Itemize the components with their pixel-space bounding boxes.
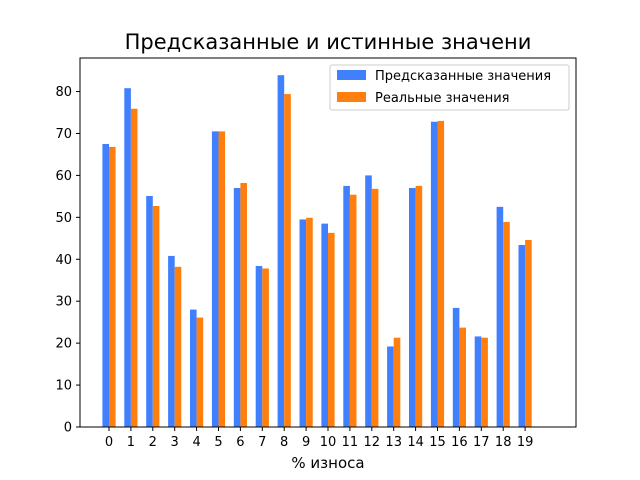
bar-predicted-14: [409, 187, 416, 427]
bar-actual-4: [196, 317, 204, 427]
x-tick-label: 2: [149, 435, 157, 450]
x-tick-label: 10: [320, 435, 337, 450]
x-tick-label: 19: [517, 435, 534, 450]
x-tick-label: 16: [451, 435, 468, 450]
y-tick-label: 60: [55, 169, 72, 184]
bar-actual-16: [459, 327, 466, 427]
legend-swatch-actual: [337, 92, 366, 102]
bar-actual-6: [240, 182, 247, 427]
bar-actual-2: [152, 206, 160, 427]
bar-actual-7: [262, 268, 269, 427]
x-tick-label: 6: [236, 435, 244, 450]
bar-predicted-7: [255, 265, 263, 427]
bar-predicted-10: [321, 223, 328, 427]
x-tick-label: 18: [495, 435, 512, 450]
bar-actual-3: [174, 266, 182, 427]
x-tick-label: 0: [105, 435, 113, 450]
x-tick-label: 4: [192, 435, 200, 450]
legend: Предсказанные значения Реальные значения: [329, 64, 570, 111]
bars-group: [102, 75, 532, 428]
bar-predicted-17: [474, 336, 482, 427]
x-tick-label: 17: [473, 435, 490, 450]
bar-predicted-19: [518, 245, 526, 427]
bar-predicted-6: [233, 187, 241, 427]
legend-box: [329, 64, 570, 111]
bar-actual-8: [284, 94, 291, 427]
bar-predicted-16: [452, 307, 460, 427]
bar-predicted-0: [102, 143, 109, 427]
x-tick-label: 15: [429, 435, 446, 450]
y-tick-label: 10: [55, 379, 72, 394]
bar-actual-14: [415, 185, 423, 427]
bar-actual-10: [328, 232, 335, 427]
x-tick-label: 1: [127, 435, 135, 450]
bar-predicted-12: [365, 175, 372, 427]
bar-predicted-1: [124, 88, 131, 427]
chart-title: Предсказанные и истинные значени: [125, 30, 532, 54]
bar-actual-12: [371, 188, 379, 427]
bar-predicted-5: [211, 131, 219, 427]
bar-actual-17: [481, 337, 488, 427]
x-tick-label: 9: [302, 435, 310, 450]
bar-predicted-9: [299, 219, 307, 427]
y-tick-label: 80: [55, 85, 72, 100]
bar-predicted-13: [387, 346, 394, 427]
y-axis: 0 10 20 30 40 50 60 70 80: [55, 85, 80, 436]
y-tick-label: 50: [55, 211, 72, 226]
bar-actual-19: [525, 239, 532, 427]
bar-actual-9: [306, 217, 313, 427]
y-tick-label: 0: [64, 421, 72, 436]
x-tick-label: 12: [364, 435, 381, 450]
bar-actual-18: [503, 221, 510, 427]
x-tick-label: 11: [342, 435, 359, 450]
bar-predicted-3: [168, 255, 175, 427]
y-tick-label: 30: [55, 295, 72, 310]
bar-predicted-15: [430, 121, 438, 428]
y-tick-label: 20: [55, 337, 72, 352]
legend-swatch-predicted: [337, 70, 366, 80]
bar-actual-13: [393, 337, 401, 427]
x-tick-label: 8: [280, 435, 288, 450]
legend-label-predicted: Предсказанные значения: [375, 69, 551, 84]
bar-predicted-11: [343, 185, 350, 427]
y-tick-label: 40: [55, 253, 72, 268]
legend-label-actual: Реальные значения: [375, 91, 510, 106]
x-axis: 0 1 2 3 4 5 6 7 8 9 10 11 12 13 14 15 16 17 18 19: [105, 427, 534, 450]
x-tick-label: 5: [214, 435, 222, 450]
x-tick-label: 13: [385, 435, 402, 450]
bar-predicted-18: [496, 206, 504, 427]
bar-actual-1: [130, 108, 138, 428]
bar-actual-0: [109, 146, 116, 427]
bar-actual-5: [218, 131, 226, 427]
y-tick-label: 70: [55, 127, 72, 142]
x-axis-label: % износа: [291, 454, 364, 472]
bar-actual-11: [349, 194, 357, 427]
bar-actual-15: [437, 120, 445, 428]
x-tick-label: 3: [171, 435, 179, 450]
x-tick-label: 14: [407, 435, 424, 450]
bar-predicted-8: [277, 75, 285, 427]
x-tick-label: 7: [258, 435, 266, 450]
bar-predicted-4: [190, 309, 197, 427]
bar-predicted-2: [146, 195, 153, 427]
